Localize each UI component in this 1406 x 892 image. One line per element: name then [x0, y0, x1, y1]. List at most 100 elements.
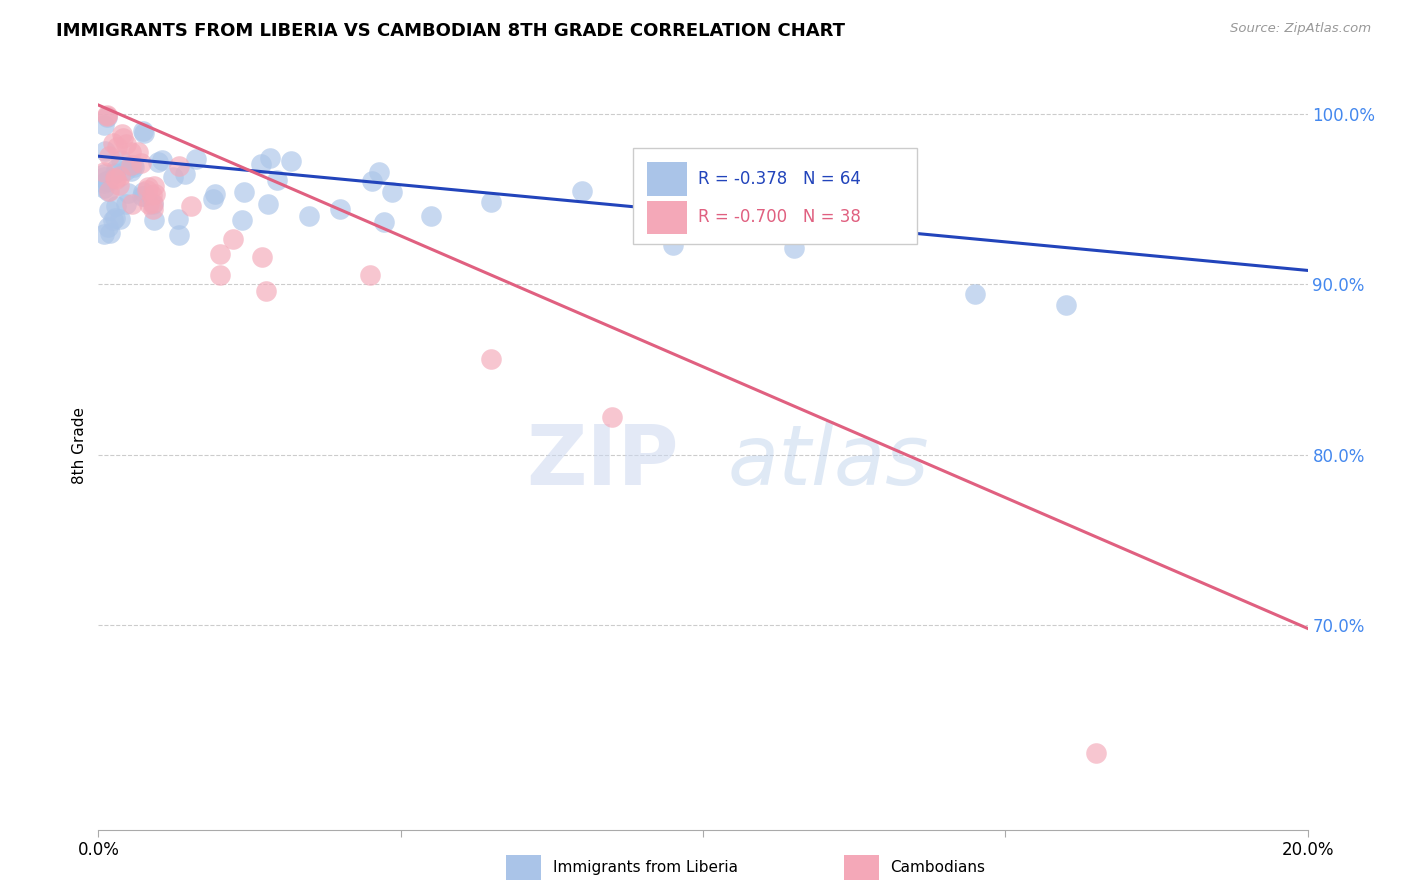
Point	[97, 185, 120, 199]
Point	[167, 211, 190, 226]
Point	[121, 164, 143, 178]
Point	[120, 145, 142, 159]
Point	[127, 145, 149, 160]
Point	[94, 174, 117, 188]
Point	[373, 215, 395, 229]
Point	[481, 194, 503, 209]
Text: R = -0.700   N = 38: R = -0.700 N = 38	[699, 209, 860, 227]
Point	[257, 197, 280, 211]
Point	[104, 211, 127, 226]
Point	[146, 155, 169, 169]
Point	[104, 161, 127, 176]
Point	[162, 170, 184, 185]
Point	[105, 172, 128, 186]
Point	[114, 196, 136, 211]
Point	[96, 174, 118, 188]
Point	[98, 184, 121, 198]
Point	[136, 183, 159, 197]
Point	[93, 165, 115, 179]
Point	[132, 189, 155, 203]
Point	[361, 174, 384, 188]
Point	[250, 157, 273, 171]
Point	[266, 173, 288, 187]
Point	[104, 199, 127, 213]
Text: atlas: atlas	[727, 421, 929, 502]
Point	[115, 163, 138, 178]
Point	[571, 184, 593, 198]
Point	[93, 176, 115, 190]
Point	[360, 268, 382, 283]
Point	[96, 109, 118, 123]
Point	[98, 149, 121, 163]
Point	[142, 202, 165, 217]
Point	[122, 158, 145, 172]
Point	[167, 160, 190, 174]
Point	[108, 178, 131, 192]
Point	[93, 181, 115, 195]
Point	[111, 127, 134, 141]
Point	[138, 197, 160, 211]
Point	[111, 131, 134, 145]
Point	[143, 186, 166, 201]
Point	[129, 155, 152, 169]
Point	[131, 189, 153, 203]
Point	[209, 268, 232, 283]
Point	[93, 145, 115, 159]
Point	[602, 409, 624, 424]
Point	[381, 186, 404, 200]
Point	[298, 209, 321, 223]
Text: IMMIGRANTS FROM LIBERIA VS CAMBODIAN 8TH GRADE CORRELATION CHART: IMMIGRANTS FROM LIBERIA VS CAMBODIAN 8TH…	[56, 22, 845, 40]
Point	[142, 179, 165, 194]
Point	[141, 188, 163, 202]
Point	[167, 228, 190, 243]
Point	[132, 185, 155, 199]
Point	[254, 284, 277, 298]
Point	[117, 186, 139, 200]
Text: Immigrants from Liberia: Immigrants from Liberia	[553, 861, 738, 875]
Point	[136, 179, 159, 194]
Point	[121, 197, 143, 211]
Point	[783, 241, 806, 255]
Y-axis label: 8th Grade: 8th Grade	[72, 408, 87, 484]
Point	[420, 209, 443, 223]
Point	[104, 170, 127, 185]
Point	[173, 167, 195, 181]
Point	[108, 169, 131, 184]
Point	[233, 185, 256, 199]
Point	[93, 170, 115, 185]
Point	[1085, 746, 1108, 760]
Text: Source: ZipAtlas.com: Source: ZipAtlas.com	[1230, 22, 1371, 36]
Point	[259, 151, 281, 165]
Point	[231, 213, 253, 227]
Point	[96, 174, 118, 188]
Text: ZIP: ZIP	[526, 421, 679, 502]
Point	[142, 197, 165, 211]
Point	[250, 250, 273, 264]
Point	[101, 136, 124, 150]
Point	[661, 237, 683, 252]
Point	[481, 352, 503, 367]
Point	[208, 247, 231, 261]
Point	[120, 158, 142, 172]
Point	[280, 153, 302, 168]
Point	[131, 124, 153, 138]
Point	[104, 166, 127, 180]
Point	[93, 227, 115, 241]
Point	[101, 213, 124, 227]
Point	[180, 199, 202, 213]
Point	[115, 137, 138, 152]
Point	[93, 167, 115, 181]
Point	[202, 192, 225, 206]
Point	[222, 232, 245, 246]
Text: Cambodians: Cambodians	[890, 861, 986, 875]
Point	[150, 153, 173, 167]
Point	[143, 212, 166, 227]
Point	[97, 220, 120, 235]
Point	[368, 165, 391, 179]
Point	[965, 286, 987, 301]
Point	[98, 226, 121, 240]
Point	[93, 119, 115, 133]
Point	[134, 126, 156, 140]
Point	[142, 196, 165, 211]
Point	[328, 202, 350, 216]
